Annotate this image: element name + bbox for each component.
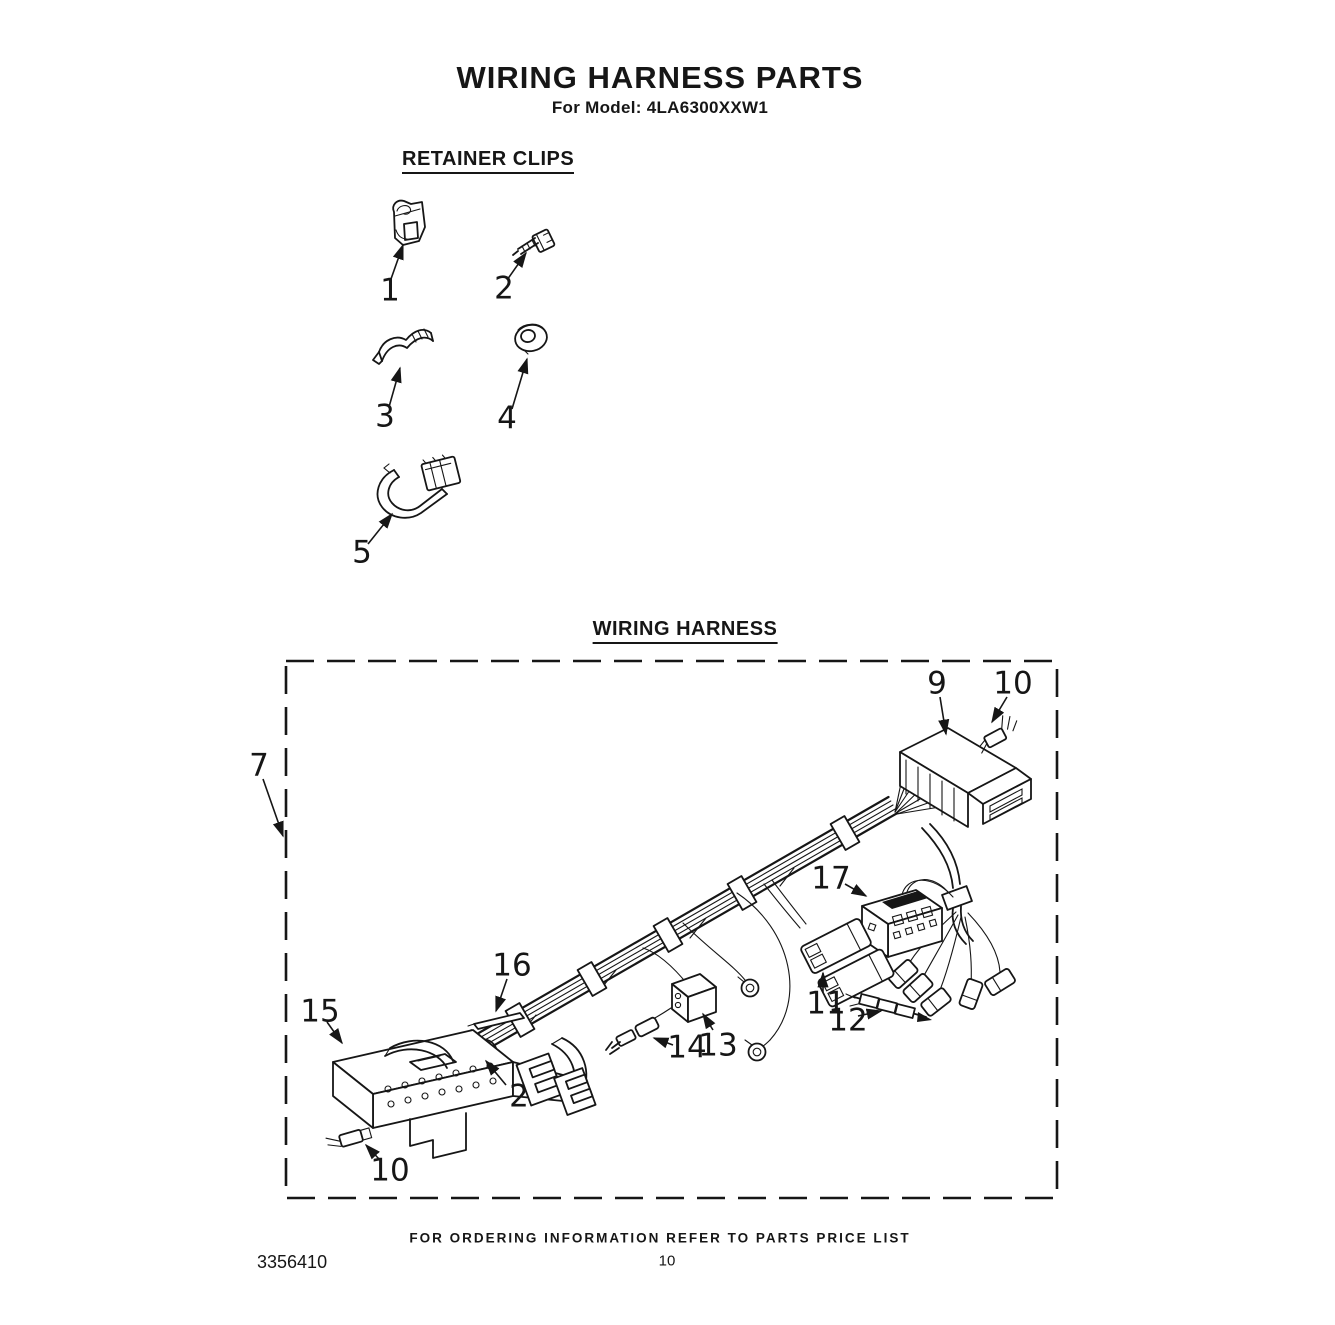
callout-label-16: 16 <box>492 947 532 984</box>
callout-arrow-9 <box>938 696 950 736</box>
callout-label-14: 14 <box>667 1029 707 1066</box>
callout-arrow-2 <box>506 251 527 281</box>
right-branch-trunk <box>921 823 974 945</box>
terminal-block <box>553 1067 597 1116</box>
spade-terminal <box>958 978 984 1010</box>
callout-label-4: 4 <box>497 400 517 437</box>
callout-label-7: 7 <box>249 747 269 784</box>
wiring-harness-heading: WIRING HARNESS <box>592 618 778 644</box>
callout-arrows <box>262 243 1008 1160</box>
callout-label-12: 12 <box>828 1002 868 1039</box>
cable-tie-16 <box>467 1012 525 1030</box>
terminal-block <box>515 1052 565 1107</box>
callout-label-13: 13 <box>698 1027 738 1064</box>
callout-arrow-5 <box>367 512 393 545</box>
retainer-clip-2-drawing <box>512 228 556 256</box>
ring-terminal <box>744 1039 767 1062</box>
callout-label-1: 1 <box>380 272 400 309</box>
page-title: WIRING HARNESS PARTS <box>456 60 864 95</box>
connector-17 <box>861 889 943 958</box>
callout-arrow-16 <box>495 978 508 1013</box>
callout-arrow-12 <box>857 1008 883 1020</box>
connector-11 <box>763 879 895 1008</box>
wiring-harness-drawing <box>325 715 1032 1159</box>
callout-label-10-top: 10 <box>993 665 1033 702</box>
ring-terminal <box>737 976 760 998</box>
callout-arrow-7 <box>262 778 284 838</box>
model-subtitle: For Model: 4LA6300XXW1 <box>551 98 769 117</box>
harness-boundary-box <box>284 659 1059 1200</box>
spade-terminal <box>920 987 952 1017</box>
retainer-clip-4-drawing <box>514 323 548 355</box>
callout-arrow-3 <box>388 366 402 408</box>
terminal-10-bottom <box>325 1127 373 1148</box>
ordering-note: FOR ORDERING INFORMATION REFER TO PARTS … <box>409 1230 911 1246</box>
terminal-strip-12 <box>845 993 932 1022</box>
page-number: 10 <box>658 1252 676 1270</box>
callout-label-3: 3 <box>375 398 395 435</box>
callout-arrow-10-top <box>991 696 1008 724</box>
relay-13 <box>642 947 717 1023</box>
callout-arrow-13 <box>702 1012 716 1031</box>
callout-label-9: 9 <box>927 665 947 702</box>
callout-label-5: 5 <box>352 534 372 571</box>
spade-terminal <box>902 973 934 1003</box>
spade-terminal <box>984 968 1016 996</box>
callout-arrow-2b <box>484 1059 507 1086</box>
callout-label-2b: 2 <box>509 1078 529 1115</box>
spade-terminal <box>887 959 919 989</box>
retainer-clip-3-drawing <box>372 328 434 365</box>
callout-label-2: 2 <box>494 270 514 307</box>
retainer-clip-1-drawing <box>392 199 426 246</box>
callout-label-17: 17 <box>811 860 851 897</box>
callout-label-11: 11 <box>806 985 846 1022</box>
callout-arrow-14 <box>652 1037 674 1049</box>
retainer-clip-5-drawing <box>376 454 462 519</box>
callout-arrow-4 <box>511 357 529 410</box>
inline-terminal-14 <box>605 1007 672 1055</box>
callout-arrow-1 <box>390 243 404 280</box>
callout-arrow-10-bottom <box>364 1143 380 1160</box>
document-number: 3356410 <box>257 1252 328 1272</box>
retainer-clips-heading: RETAINER CLIPS <box>402 148 575 174</box>
callout-arrow-15 <box>326 1021 343 1045</box>
connector-9 <box>899 727 1032 828</box>
callout-arrow-17 <box>844 883 868 897</box>
callout-label-15: 15 <box>300 993 340 1030</box>
callout-label-10-bottom: 10 <box>370 1152 410 1189</box>
